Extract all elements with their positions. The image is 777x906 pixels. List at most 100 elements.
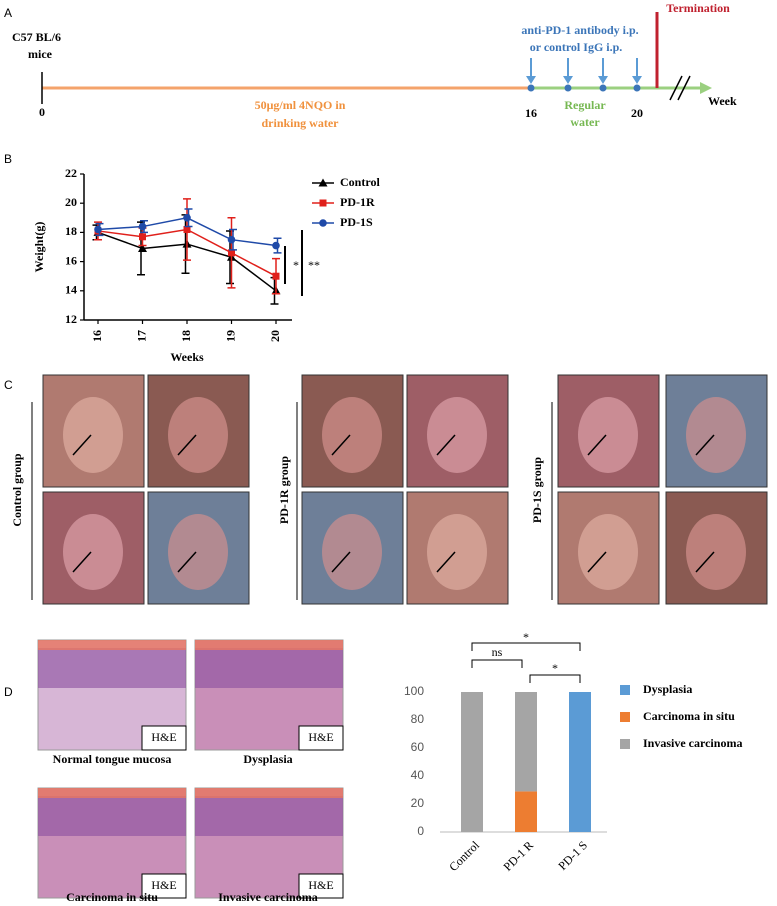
photo-arrow (331, 551, 351, 573)
label: or control IgG i.p. (530, 40, 623, 54)
injection-point (527, 84, 535, 92)
marker (319, 219, 327, 227)
injection-point (564, 84, 572, 92)
y-tick-label: 16 (65, 253, 77, 267)
bracket (471, 642, 581, 651)
injection-point (633, 84, 641, 92)
marker (272, 272, 280, 280)
micrograph-caption: Invasive carcinoma (218, 890, 317, 904)
photo-arrow (587, 434, 607, 456)
photo-detail (578, 397, 638, 473)
y-tick-label: 0 (417, 824, 424, 838)
micrograph-surface (195, 640, 343, 650)
significance: * (552, 661, 558, 675)
x-tick-label: PD-1 R (500, 838, 536, 874)
micrograph-epithelium (38, 648, 186, 688)
micrograph-surface (38, 788, 186, 798)
micrograph-surface (38, 640, 186, 650)
x-tick-label: 17 (134, 330, 148, 342)
legend-swatch (620, 685, 630, 695)
legend-label: PD-1S (340, 215, 373, 229)
panel-label: D (4, 685, 13, 699)
photo-detail (63, 397, 123, 473)
y-tick-label: 100 (404, 684, 424, 698)
group-label: Control group (10, 453, 24, 527)
photo-arrow (695, 434, 715, 456)
timeline-arrowhead (700, 82, 712, 94)
micrograph-caption: Dysplasia (243, 752, 292, 766)
photo-arrow (331, 434, 351, 456)
legend-label: PD-1R (340, 195, 375, 209)
y-axis-label: Weight(g) (32, 222, 46, 273)
y-tick-label: 40 (411, 768, 425, 782)
photo-arrow (587, 551, 607, 573)
marker (183, 214, 191, 222)
panel-label: B (4, 152, 12, 166)
bar-segment (515, 692, 537, 792)
legend-label: Control (340, 175, 380, 189)
label: 50μg/ml 4NQO in (255, 98, 346, 112)
panel-label: A (4, 6, 12, 20)
photo-arrow (177, 551, 197, 573)
bar-segment (569, 692, 591, 832)
y-tick-label: 80 (411, 712, 425, 726)
stain-label: H&E (151, 730, 176, 744)
x-tick-label: Control (446, 838, 482, 874)
injection-arrowhead (632, 76, 642, 84)
photo-arrow (436, 551, 456, 573)
legend-swatch (620, 712, 630, 722)
photo-detail (578, 514, 638, 590)
photo-arrow (436, 434, 456, 456)
marker (318, 178, 328, 187)
significance: * (293, 258, 299, 272)
stain-label: H&E (308, 730, 333, 744)
photo-detail (63, 514, 123, 590)
stain-box (141, 725, 187, 751)
photo-detail (322, 397, 382, 473)
bracket (529, 674, 581, 683)
bar-segment (461, 692, 483, 832)
photo-detail (686, 514, 746, 590)
injection-arrowhead (526, 76, 536, 84)
label: anti-PD-1 antibody i.p. (521, 23, 638, 37)
bar-segment (515, 791, 537, 832)
micrograph-epithelium (38, 796, 186, 836)
marker (94, 225, 102, 234)
stain-box (298, 873, 344, 899)
marker (228, 249, 235, 257)
label: drinking water (261, 116, 339, 130)
photo-detail (168, 397, 228, 473)
marker (139, 233, 146, 241)
label: Termination (666, 1, 730, 15)
significance: ns (492, 645, 503, 659)
marker (272, 241, 280, 250)
marker (319, 199, 327, 207)
marker (227, 235, 236, 244)
marker (138, 243, 147, 252)
y-tick-label: 20 (65, 195, 77, 209)
legend-label: Carcinoma in situ (643, 709, 735, 723)
photo-detail (168, 514, 228, 590)
stain-label: H&E (308, 878, 333, 892)
label: 16 (525, 106, 537, 120)
axis-break (669, 75, 691, 101)
label: Regular (564, 98, 606, 112)
y-tick-label: 22 (65, 166, 77, 180)
legend-label: Invasive carcinoma (643, 736, 742, 750)
x-tick-label: 20 (268, 330, 282, 342)
y-tick-label: 60 (411, 740, 425, 754)
marker (138, 222, 147, 231)
stain-label: H&E (151, 878, 176, 892)
injection-arrowhead (598, 76, 608, 84)
photo-detail (686, 397, 746, 473)
photo-arrow (695, 551, 715, 573)
label: water (570, 115, 600, 129)
marker (183, 225, 191, 233)
panel-label: C (4, 378, 13, 392)
stain-box (141, 873, 187, 899)
micrograph-epithelium (195, 796, 343, 836)
significance: ** (308, 258, 320, 272)
x-axis-label: Weeks (170, 350, 204, 364)
